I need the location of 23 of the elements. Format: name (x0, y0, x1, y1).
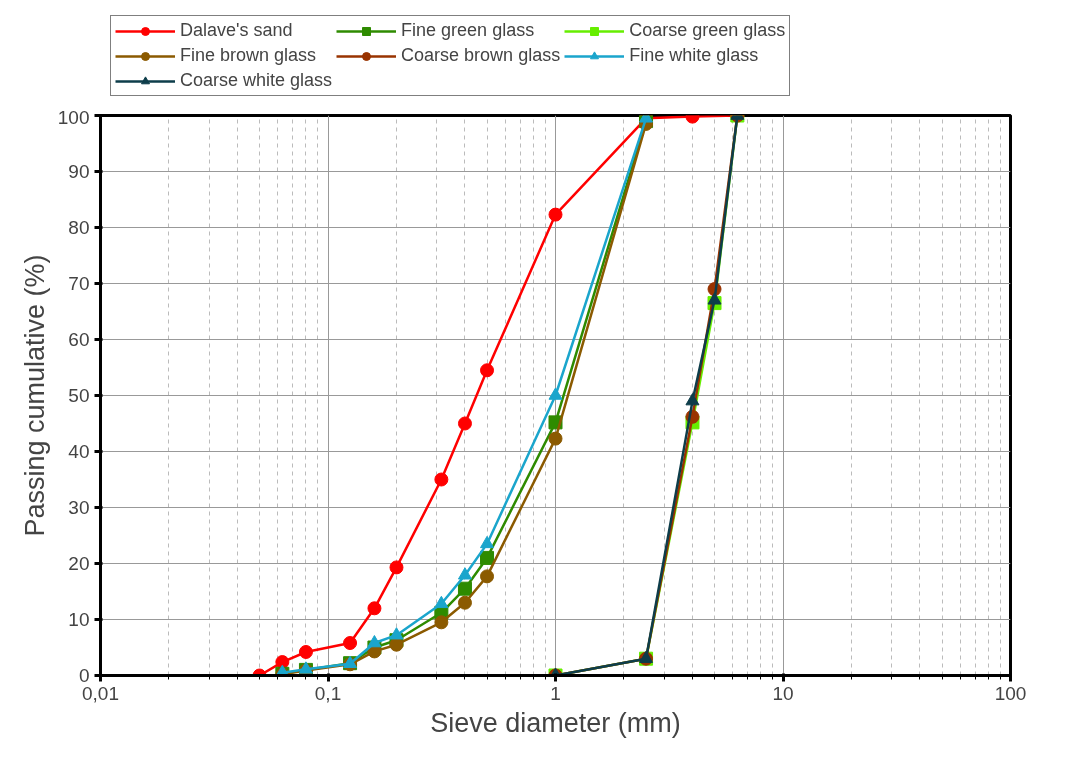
legend-label: Coarse brown glass (401, 45, 561, 66)
y-axis-title: Passing cumulative (%) (19, 254, 50, 537)
x-tick-label: 100 (994, 682, 1027, 704)
legend-label: Dalave's sand (180, 20, 293, 41)
y-tick-label: 100 (57, 106, 90, 128)
y-tick-label: 90 (68, 161, 90, 182)
x-tick-label: 1 (550, 682, 561, 704)
y-tick-label: 50 (68, 385, 90, 406)
y-tick-label: 60 (68, 329, 90, 350)
y-tick-label: 30 (68, 497, 90, 518)
y-tick-label: 70 (68, 273, 90, 294)
legend-label: Coarse green glass (629, 20, 786, 41)
y-tick-label: 10 (68, 609, 90, 630)
y-tick-label: 80 (68, 217, 90, 238)
legend-label: Fine green glass (401, 20, 535, 41)
legend-label: Fine brown glass (180, 45, 317, 66)
legend-label: Coarse white glass (180, 70, 333, 91)
x-tick-label: 0,1 (314, 682, 342, 704)
y-tick-label: 20 (68, 553, 90, 574)
x-tick-label: 10 (772, 682, 794, 704)
x-axis-title: Sieve diameter (mm) (430, 707, 681, 738)
y-tick-label: 40 (68, 441, 90, 462)
legend-label: Fine white glass (629, 45, 759, 66)
